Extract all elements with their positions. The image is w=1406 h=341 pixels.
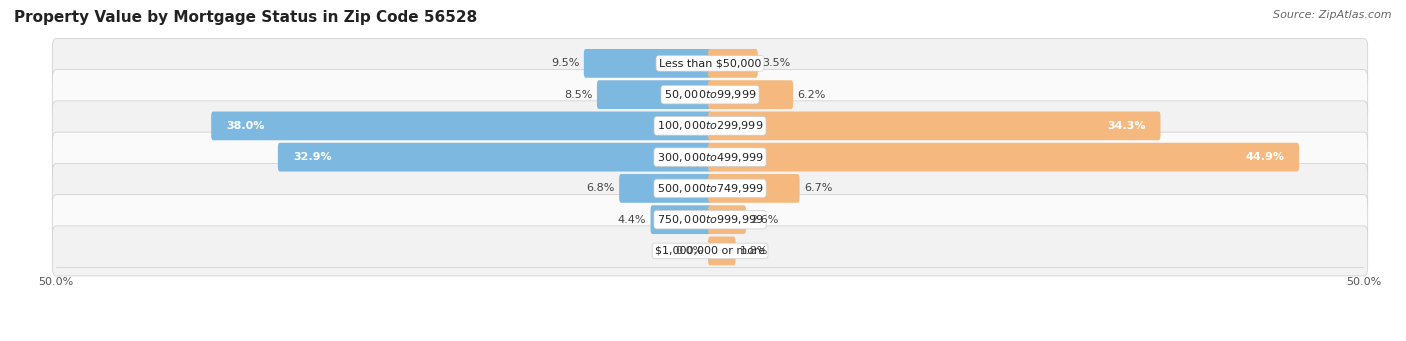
Text: Source: ZipAtlas.com: Source: ZipAtlas.com [1274, 10, 1392, 20]
Text: 6.2%: 6.2% [797, 90, 825, 100]
FancyBboxPatch shape [52, 163, 1368, 213]
FancyBboxPatch shape [709, 237, 735, 265]
FancyBboxPatch shape [52, 70, 1368, 120]
FancyBboxPatch shape [583, 49, 711, 78]
FancyBboxPatch shape [709, 80, 793, 109]
Text: $1,000,000 or more: $1,000,000 or more [655, 246, 765, 256]
Text: $750,000 to $999,999: $750,000 to $999,999 [657, 213, 763, 226]
Text: 0.0%: 0.0% [675, 246, 703, 256]
Text: 34.3%: 34.3% [1107, 121, 1146, 131]
FancyBboxPatch shape [52, 132, 1368, 182]
Text: 6.8%: 6.8% [586, 183, 614, 193]
Text: 9.5%: 9.5% [551, 58, 579, 68]
Text: Less than $50,000: Less than $50,000 [659, 58, 761, 68]
Text: $100,000 to $299,999: $100,000 to $299,999 [657, 119, 763, 132]
Text: 2.6%: 2.6% [751, 215, 779, 225]
FancyBboxPatch shape [619, 174, 711, 203]
FancyBboxPatch shape [709, 174, 800, 203]
FancyBboxPatch shape [52, 101, 1368, 151]
FancyBboxPatch shape [598, 80, 711, 109]
Text: $50,000 to $99,999: $50,000 to $99,999 [664, 88, 756, 101]
FancyBboxPatch shape [651, 205, 711, 234]
FancyBboxPatch shape [709, 112, 1160, 140]
FancyBboxPatch shape [211, 112, 711, 140]
Text: 8.5%: 8.5% [564, 90, 592, 100]
Text: 6.7%: 6.7% [804, 183, 832, 193]
Text: 44.9%: 44.9% [1246, 152, 1284, 162]
Text: 38.0%: 38.0% [226, 121, 264, 131]
Text: 1.8%: 1.8% [740, 246, 769, 256]
FancyBboxPatch shape [709, 49, 758, 78]
Text: $300,000 to $499,999: $300,000 to $499,999 [657, 151, 763, 164]
FancyBboxPatch shape [52, 195, 1368, 245]
Text: 32.9%: 32.9% [292, 152, 332, 162]
FancyBboxPatch shape [52, 226, 1368, 276]
Text: Property Value by Mortgage Status in Zip Code 56528: Property Value by Mortgage Status in Zip… [14, 10, 477, 25]
Text: $500,000 to $749,999: $500,000 to $749,999 [657, 182, 763, 195]
FancyBboxPatch shape [278, 143, 711, 172]
FancyBboxPatch shape [709, 143, 1299, 172]
Text: 4.4%: 4.4% [617, 215, 645, 225]
Text: 3.5%: 3.5% [762, 58, 790, 68]
FancyBboxPatch shape [709, 205, 747, 234]
FancyBboxPatch shape [52, 38, 1368, 88]
